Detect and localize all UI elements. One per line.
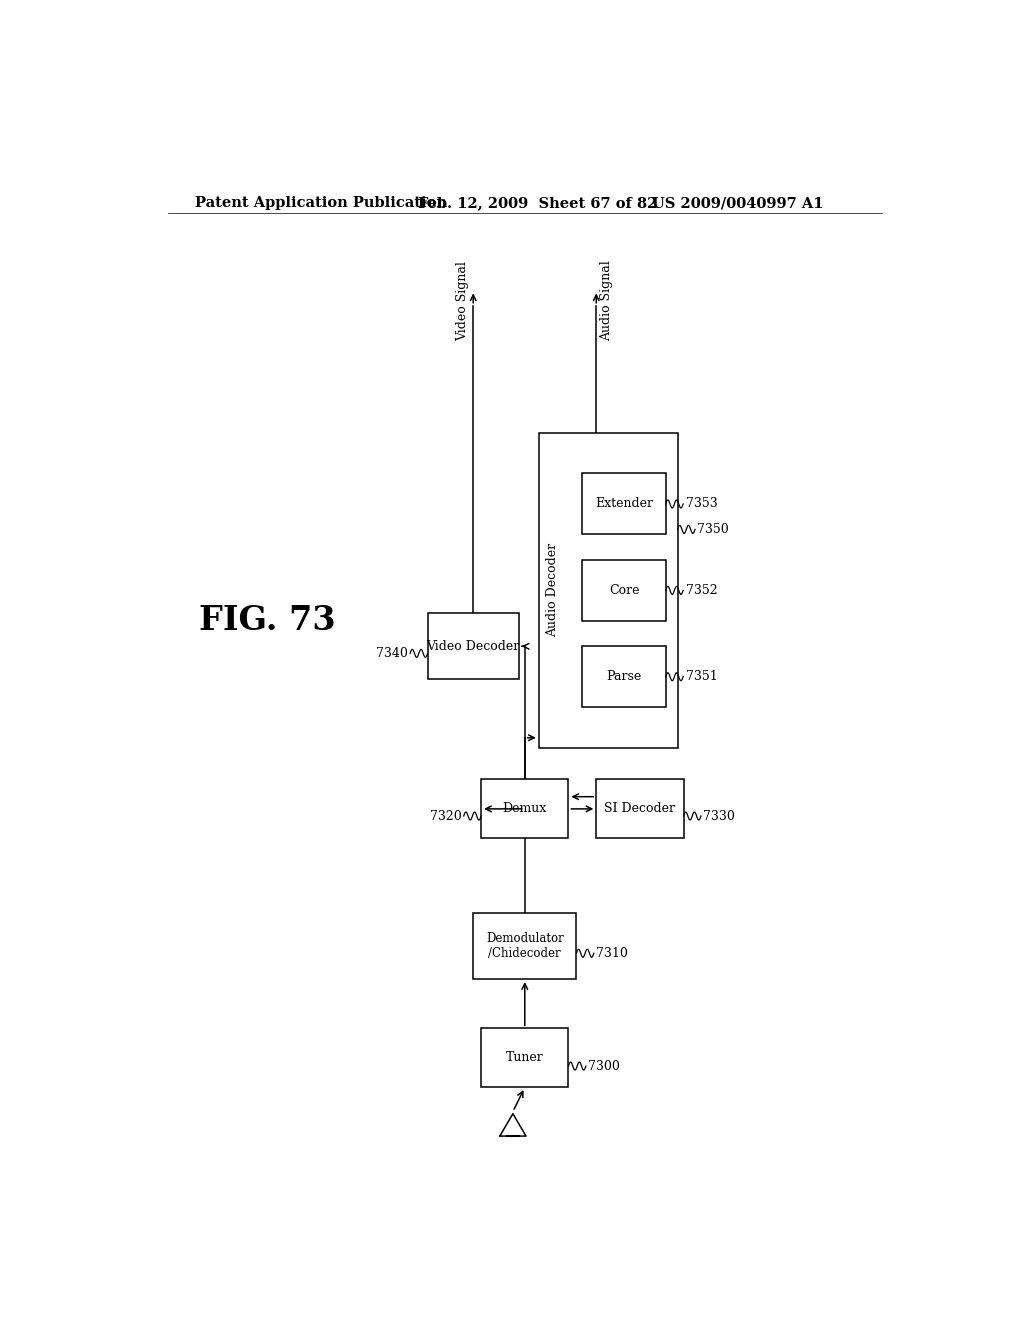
FancyBboxPatch shape [473,913,577,979]
Text: Audio Signal: Audio Signal [600,260,613,342]
Text: Extender: Extender [595,498,653,511]
Text: Tuner: Tuner [506,1052,544,1064]
Text: FIG. 73: FIG. 73 [199,605,335,638]
Text: Patent Application Publication: Patent Application Publication [196,195,447,210]
FancyBboxPatch shape [539,433,678,748]
Text: US 2009/0040997 A1: US 2009/0040997 A1 [652,195,823,210]
Text: 7350: 7350 [697,523,729,536]
Text: 7352: 7352 [685,583,717,597]
Text: 7300: 7300 [588,1060,621,1073]
FancyBboxPatch shape [596,779,684,838]
Text: Video Decoder: Video Decoder [427,640,520,653]
FancyBboxPatch shape [481,1028,568,1088]
Text: Core: Core [608,583,639,597]
FancyBboxPatch shape [481,779,568,838]
Text: Demux: Demux [503,803,547,816]
Text: SI Decoder: SI Decoder [604,803,676,816]
Text: 7320: 7320 [429,809,461,822]
Text: 7340: 7340 [376,647,408,660]
Text: Feb. 12, 2009  Sheet 67 of 82: Feb. 12, 2009 Sheet 67 of 82 [418,195,657,210]
Text: 7353: 7353 [685,498,717,511]
FancyBboxPatch shape [583,560,666,620]
Text: Audio Decoder: Audio Decoder [546,544,559,638]
FancyBboxPatch shape [428,614,519,680]
Text: 7351: 7351 [685,671,717,684]
Text: 7310: 7310 [596,946,628,960]
FancyBboxPatch shape [583,647,666,708]
Text: 7330: 7330 [703,809,735,822]
FancyBboxPatch shape [583,474,666,535]
Text: Video Signal: Video Signal [457,261,469,342]
Text: Parse: Parse [606,671,642,684]
Text: Demodulator
/Chidecoder: Demodulator /Chidecoder [486,932,563,960]
